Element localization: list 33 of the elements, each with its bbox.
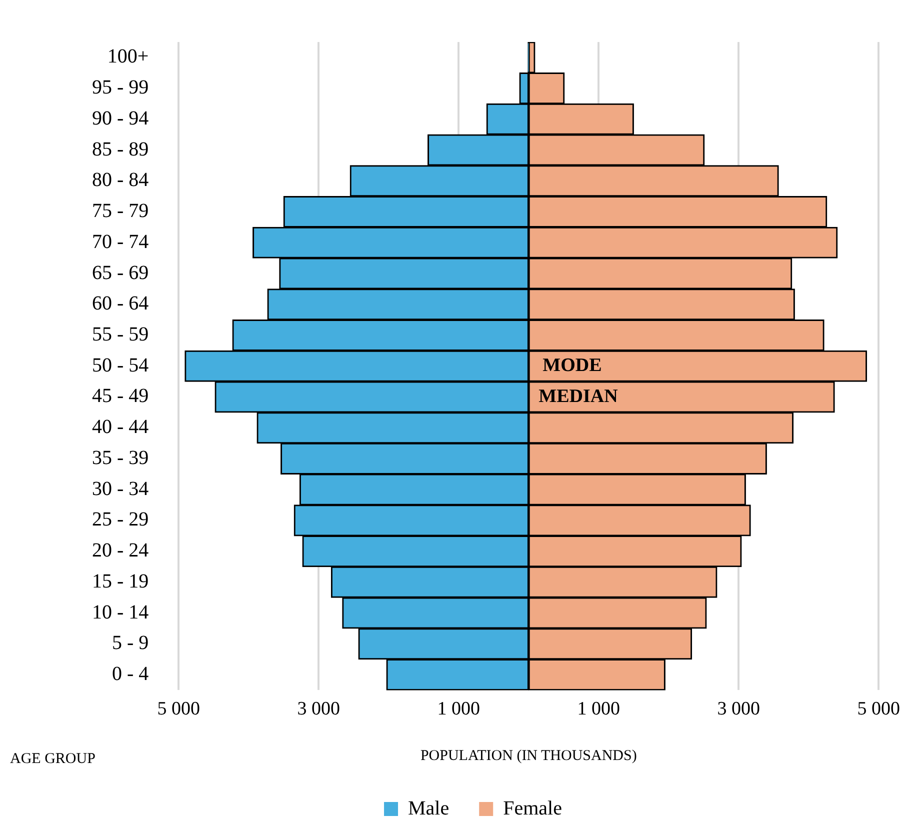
y-tick-label: 20 - 24 (92, 540, 149, 562)
legend-label: Female (503, 797, 562, 820)
annotation: MODE (542, 355, 602, 376)
x-tick-label: 1 000 (437, 698, 480, 720)
y-tick-label: 50 - 54 (92, 354, 149, 376)
y-tick-label: 45 - 49 (92, 385, 149, 408)
x-tick-label: 5 000 (157, 698, 200, 720)
y-tick-label: 75 - 79 (92, 200, 149, 222)
y-tick-label: 15 - 19 (92, 570, 149, 592)
y-tick-label: 70 - 74 (92, 230, 149, 253)
x-tick-label: 3 000 (297, 698, 340, 720)
y-tick-label: 60 - 64 (92, 292, 149, 315)
annotation: MEDIAN (538, 386, 618, 407)
y-tick-label: 65 - 69 (92, 262, 149, 284)
y-tick-label: 30 - 34 (92, 478, 149, 500)
y-tick-label: 40 - 44 (92, 416, 149, 438)
y-tick-label: 35 - 39 (92, 446, 149, 469)
legend-label: Male (408, 797, 450, 820)
x-tick-label: 1 000 (577, 698, 620, 720)
y-tick-label: 100+ (107, 46, 149, 68)
y-tick-label: 95 - 99 (92, 76, 149, 99)
y-axis-title: AGE GROUP (10, 750, 96, 767)
y-tick-label: 0 - 4 (112, 663, 149, 686)
y-tick-label: 90 - 94 (92, 107, 149, 130)
x-axis-title: POPULATION (IN THOUSANDS) (420, 748, 637, 764)
y-tick-label: 10 - 14 (92, 601, 149, 624)
y-tick-label: 25 - 29 (92, 508, 149, 531)
y-tick-label: 5 - 9 (112, 632, 149, 654)
y-tick-label: 80 - 84 (92, 169, 149, 192)
y-tick-label: 55 - 59 (92, 323, 149, 346)
x-tick-label: 5 000 (857, 698, 900, 720)
y-tick-label: 85 - 89 (92, 138, 149, 160)
x-tick-label: 3 000 (717, 698, 760, 720)
